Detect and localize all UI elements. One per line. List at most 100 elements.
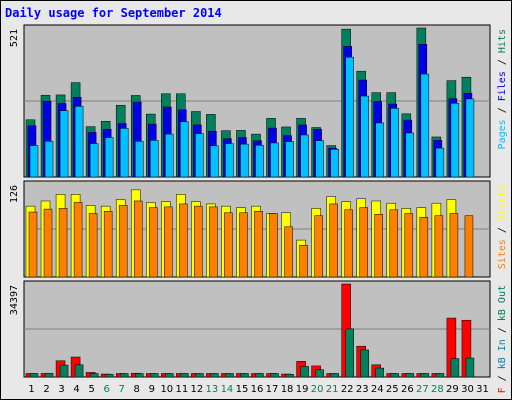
bar-kbout-day-18 (285, 374, 294, 378)
legend-kbytes: kB F / kB In / kB Out (497, 285, 508, 400)
bar-pages-day-10 (165, 133, 174, 178)
bar-sites-day-20 (314, 215, 323, 278)
bar-pages-day-4 (74, 106, 84, 178)
bar-sites-day-18 (284, 226, 293, 278)
bar-kbout-day-22 (345, 328, 354, 378)
ymax-label-hits: 521 (9, 29, 20, 47)
bar-kbout-day-12 (195, 373, 204, 378)
day-label-23: 23 (356, 384, 369, 395)
bar-pages-day-29 (450, 102, 460, 178)
day-label-27: 27 (416, 384, 429, 395)
day-label-4: 4 (73, 384, 79, 395)
day-label-11: 11 (175, 384, 188, 395)
bar-kbout-day-15 (240, 373, 249, 378)
bar-kbout-day-6 (104, 374, 114, 378)
bar-sites-day-1 (28, 211, 38, 278)
bar-sites-day-14 (224, 212, 233, 278)
bar-pages-day-23 (360, 95, 369, 178)
day-label-17: 17 (266, 384, 279, 395)
legend-visits-sites: Sites / Visits (497, 185, 508, 269)
day-label-8: 8 (134, 384, 140, 395)
legend-hits-files-pages: Pages / Files / Hits (497, 29, 508, 149)
day-label-30: 30 (461, 384, 474, 395)
bar-pages-day-18 (285, 141, 294, 178)
bar-kbout-day-14 (225, 373, 234, 378)
bar-kbout-day-24 (375, 367, 384, 378)
ymax-label-visits: 126 (9, 185, 20, 203)
bar-kbout-day-17 (270, 373, 279, 378)
bar-kbout-day-27 (420, 373, 430, 378)
bar-pages-day-11 (180, 121, 189, 178)
bar-kbout-day-3 (59, 364, 69, 378)
bar-sites-day-24 (374, 214, 383, 278)
bar-sites-day-29 (449, 213, 459, 278)
bar-pages-day-1 (29, 145, 39, 178)
bar-sites-day-13 (209, 206, 218, 278)
bar-sites-day-3 (58, 208, 68, 278)
bar-sites-day-27 (419, 216, 429, 278)
bar-pages-day-14 (225, 143, 234, 178)
bar-kbout-day-21 (330, 373, 339, 378)
day-label-21: 21 (326, 384, 339, 395)
day-label-28: 28 (431, 384, 444, 395)
bar-sites-day-6 (103, 211, 113, 278)
day-label-7: 7 (119, 384, 125, 395)
bar-pages-day-3 (59, 110, 69, 178)
bar-kbout-day-19 (300, 366, 309, 378)
bar-sites-day-15 (239, 212, 248, 278)
bar-kbout-day-4 (74, 364, 84, 378)
bar-sites-day-7 (118, 205, 128, 278)
bar-pages-day-26 (405, 132, 415, 178)
bar-kbout-day-8 (134, 373, 144, 378)
bar-kbout-day-28 (435, 373, 445, 378)
day-label-20: 20 (311, 384, 324, 395)
bar-kbout-day-20 (315, 369, 324, 378)
bar-sites-day-21 (329, 203, 338, 278)
bar-pages-day-17 (270, 142, 279, 178)
day-label-15: 15 (236, 384, 249, 395)
bar-kbout-day-30 (465, 357, 475, 378)
day-label-2: 2 (43, 384, 49, 395)
day-label-18: 18 (281, 384, 294, 395)
bar-kbout-day-13 (210, 373, 219, 378)
bar-pages-day-24 (375, 122, 384, 178)
bar-sites-day-16 (254, 211, 263, 278)
bar-kbout-day-25 (390, 373, 400, 378)
bar-pages-day-15 (240, 143, 249, 178)
bar-pages-day-16 (255, 145, 264, 178)
bar-sites-day-28 (434, 215, 444, 278)
bar-pages-day-22 (345, 56, 354, 178)
bar-pages-day-27 (420, 73, 430, 178)
bar-kbout-day-7 (119, 373, 129, 378)
bar-pages-day-12 (195, 133, 204, 178)
bar-sites-day-11 (179, 203, 188, 278)
bar-pages-day-6 (104, 137, 114, 178)
bar-pages-day-13 (210, 145, 219, 178)
bar-kbout-day-16 (255, 373, 264, 378)
ymax-label-kbytes: 34397 (9, 285, 20, 315)
bar-kbout-day-5 (89, 373, 99, 378)
bar-pages-day-21 (330, 149, 339, 178)
bar-sites-day-23 (359, 207, 368, 278)
bar-sites-day-4 (73, 202, 83, 278)
bar-kbout-day-10 (165, 373, 174, 378)
bar-sites-day-12 (194, 205, 203, 278)
bar-pages-day-5 (89, 143, 99, 178)
day-label-31: 31 (476, 384, 489, 395)
bar-pages-day-8 (134, 141, 144, 178)
bar-kbout-day-26 (405, 373, 415, 378)
bar-sites-day-19 (299, 245, 308, 278)
bar-pages-day-30 (465, 98, 475, 178)
day-label-10: 10 (160, 384, 173, 395)
day-label-14: 14 (221, 384, 234, 395)
day-label-13: 13 (206, 384, 219, 395)
day-label-29: 29 (446, 384, 459, 395)
bar-sites-day-2 (43, 208, 53, 278)
bar-kbout-day-1 (29, 373, 39, 378)
day-label-12: 12 (191, 384, 204, 395)
bar-pages-day-20 (315, 140, 324, 178)
day-label-19: 19 (296, 384, 309, 395)
bar-pages-day-9 (150, 140, 159, 178)
day-label-9: 9 (149, 384, 155, 395)
